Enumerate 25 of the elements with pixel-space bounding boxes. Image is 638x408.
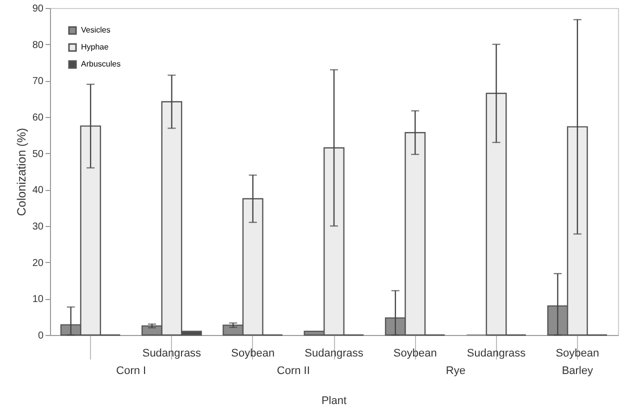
y-tick-label: 10 bbox=[32, 294, 44, 306]
y-tick-label: 20 bbox=[32, 258, 44, 269]
x-tick-label: Soybean bbox=[393, 348, 437, 360]
x-tick-label: Sudangrass bbox=[304, 348, 364, 360]
y-tick-label: 60 bbox=[32, 112, 44, 124]
y-tick-label: 30 bbox=[32, 222, 44, 232]
y-tick-label: 70 bbox=[32, 76, 44, 88]
x-tick-label: Soybean bbox=[556, 348, 600, 360]
legend-label: Hyphae bbox=[81, 42, 110, 52]
x-tick-label: Sudangrass bbox=[466, 348, 526, 360]
y-tick-label: 80 bbox=[32, 40, 44, 51]
y-tick-label: 40 bbox=[32, 185, 44, 196]
legend-label: Arbuscules bbox=[81, 60, 121, 68]
x-tick-label: Sudangrass bbox=[142, 348, 202, 360]
y-tick-label: 50 bbox=[32, 148, 44, 160]
y-tick-label: 90 bbox=[32, 4, 44, 14]
y-tick-label: 0 bbox=[38, 330, 44, 342]
text: Barley bbox=[560, 365, 594, 377]
x-tick-label: Soybean bbox=[231, 348, 275, 360]
legend-label: Vesicles bbox=[81, 26, 110, 34]
y-axis-title: Colonization (%) bbox=[14, 128, 28, 216]
text: Corn II bbox=[276, 365, 311, 377]
text: Corn I bbox=[115, 365, 148, 377]
x-axis-title: Plant bbox=[320, 395, 348, 407]
text: Rye bbox=[444, 365, 466, 377]
